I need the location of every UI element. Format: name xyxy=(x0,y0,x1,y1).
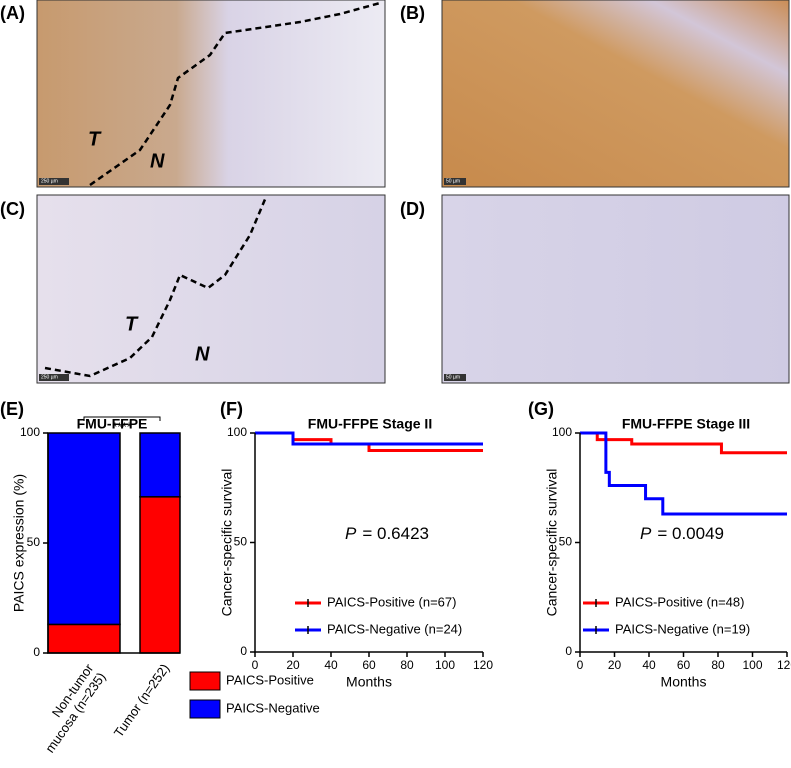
survival-curve xyxy=(255,431,483,453)
legend-label: PAICS-Positive (n=48) xyxy=(615,594,744,609)
x-tick-label: 80 xyxy=(400,658,414,672)
x-tick-label: 80 xyxy=(711,658,725,672)
figure-canvas: 250 µm 50 µm 250 µm 50 µm T N T N (A) (B… xyxy=(0,0,791,719)
x-tick-label: 0 xyxy=(577,658,584,672)
region-label: T xyxy=(88,128,102,150)
x-tick-label: 60 xyxy=(362,658,376,672)
scale-label: 50 µm xyxy=(446,374,460,380)
scale-label: 50 µm xyxy=(446,178,460,184)
legend-label: PAICS-Positive (n=67) xyxy=(327,594,456,609)
panel-label: (B) xyxy=(400,3,425,23)
x-tick-label: 0 xyxy=(252,658,259,672)
survival-curve xyxy=(255,431,483,446)
y-tick-label: 0 xyxy=(565,644,572,658)
scale-bar xyxy=(444,178,466,185)
x-tick-label: 100 xyxy=(742,658,762,672)
scale-bar xyxy=(39,178,69,185)
micrograph xyxy=(36,0,386,188)
micrograph xyxy=(441,194,790,384)
x-tick-label: 20 xyxy=(608,658,622,672)
scale-label: 250 µm xyxy=(41,178,58,184)
x-tick-label: 100 xyxy=(435,658,455,672)
y-axis-label: Cancer-specific survival xyxy=(544,469,560,617)
x-axis-label: Months xyxy=(661,674,707,690)
region-label: T xyxy=(125,313,139,335)
boundary-line xyxy=(44,196,268,378)
survival-curve xyxy=(580,431,787,516)
legend-swatch xyxy=(189,671,221,691)
legend-swatch xyxy=(189,699,221,719)
y-axis-label: PAICS expression (%) xyxy=(11,474,27,612)
y-tick-label: 0 xyxy=(33,645,40,659)
y-tick-label: 50 xyxy=(234,535,248,549)
boundary-line xyxy=(89,1,381,187)
scale-label: 250 µm xyxy=(41,374,58,380)
scale-bar xyxy=(39,374,69,381)
p-label: P xyxy=(345,524,357,543)
x-tick-label: 60 xyxy=(677,658,691,672)
significance-bracket xyxy=(83,416,161,421)
legend-label: PAICS-Negative (n=19) xyxy=(615,621,750,636)
panel-label: (G) xyxy=(528,399,554,419)
significance-label: **** xyxy=(113,420,132,434)
bar-segment xyxy=(139,496,181,654)
p-value: P = 0.0049 xyxy=(640,524,724,543)
x-tick-label: 40 xyxy=(324,658,338,672)
p-label: P xyxy=(640,524,652,543)
bar-segment xyxy=(139,432,181,498)
axes xyxy=(254,433,483,653)
survival-curve xyxy=(580,431,787,455)
panel-label: (E) xyxy=(0,399,24,419)
axes xyxy=(579,433,787,653)
p-value: P = 0.6423 xyxy=(345,524,429,543)
x-tick-label: 120 xyxy=(473,658,493,672)
p-number: = 0.6423 xyxy=(362,524,429,543)
y-axis-label: Cancer-specific survival xyxy=(219,469,235,617)
y-tick-label: 50 xyxy=(27,535,41,549)
p-number: = 0.0049 xyxy=(657,524,724,543)
legend-label: PAICS-Positive xyxy=(226,672,314,687)
micrograph xyxy=(36,194,386,384)
chart-title: FMU-FFPE xyxy=(77,416,148,432)
region-label: N xyxy=(195,343,210,365)
region-label: N xyxy=(150,150,165,172)
panel-label: (D) xyxy=(400,199,425,219)
y-tick-label: 0 xyxy=(240,644,247,658)
y-tick-label: 100 xyxy=(20,425,40,439)
bar-segment xyxy=(47,432,121,626)
panel-label: (A) xyxy=(0,3,25,23)
x-tick-label: 120 xyxy=(777,658,791,672)
chart-title: FMU-FFPE Stage II xyxy=(308,416,432,432)
panel-label: (F) xyxy=(220,399,243,419)
bar-segment xyxy=(47,623,121,654)
micrograph xyxy=(441,0,790,188)
scale-bar xyxy=(444,374,466,381)
y-tick-label: 50 xyxy=(559,535,573,549)
legend-label: PAICS-Negative (n=24) xyxy=(327,621,462,636)
y-tick-label: 100 xyxy=(552,425,572,439)
x-axis-label: Months xyxy=(346,674,392,690)
panel-label: (C) xyxy=(0,199,25,219)
axes xyxy=(47,433,180,654)
y-tick-label: 100 xyxy=(227,425,247,439)
x-tick-label: 20 xyxy=(286,658,300,672)
x-tick-label: 40 xyxy=(642,658,656,672)
legend-label: PAICS-Negative xyxy=(226,700,320,715)
chart-title: FMU-FFPE Stage III xyxy=(622,416,750,432)
